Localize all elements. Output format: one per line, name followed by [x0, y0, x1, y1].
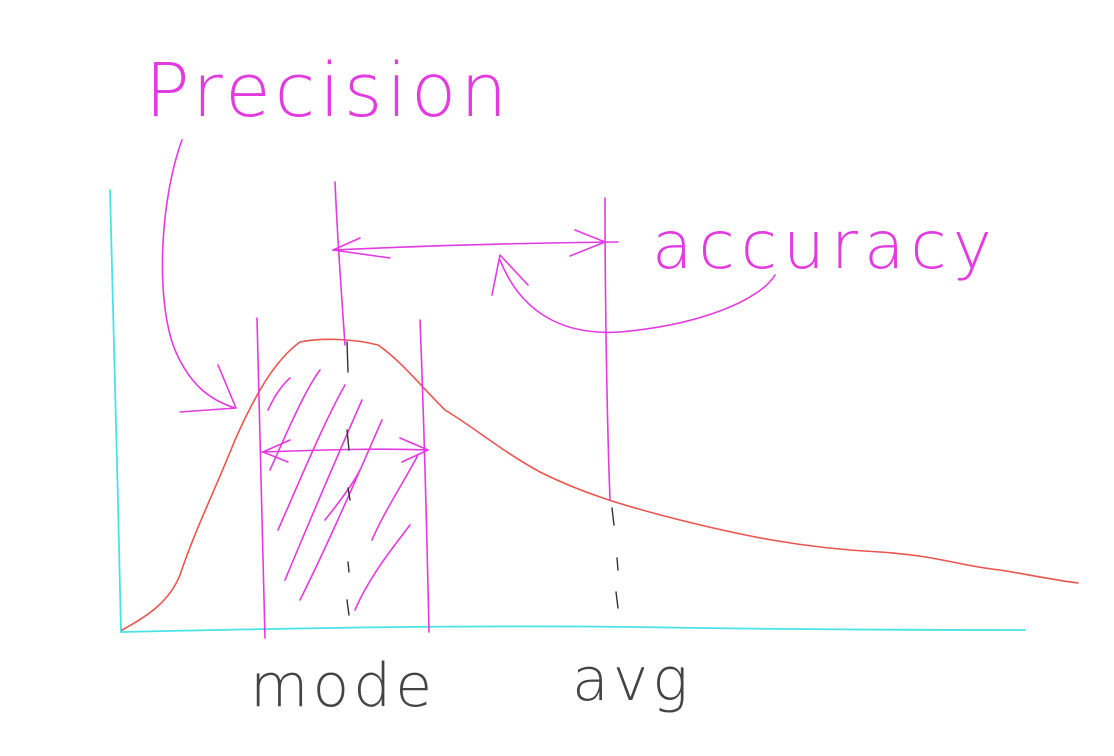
y-axis [109, 189, 122, 633]
mode-dotted-marker [346, 341, 351, 616]
accuracy-arrow [332, 229, 619, 259]
precision-double-arrow [261, 448, 429, 453]
precision-right-boundary [419, 319, 430, 633]
precision-left-boundary [256, 317, 266, 639]
accuracy-pointer [499, 259, 776, 334]
avg-label: avg [572, 645, 692, 715]
precision-label: Precision [145, 48, 511, 134]
avg-dotted-marker [611, 507, 619, 609]
precision-pointer-head [179, 364, 237, 413]
mode-line [334, 181, 346, 346]
accuracy-double-arrow [332, 241, 619, 251]
accuracy-arrowhead-right [569, 229, 606, 257]
axes [109, 189, 1026, 633]
precision-hatching [267, 369, 419, 611]
accuracy-pointer-head [491, 254, 529, 296]
accuracy-label: accuracy [652, 207, 998, 284]
distribution-curve [121, 338, 1079, 631]
precision-pointer [161, 139, 236, 409]
avg-line [604, 197, 611, 501]
precision-arrowhead-right [399, 437, 429, 463]
mode-label: mode [250, 651, 436, 721]
accuracy-arrowhead-left [332, 237, 391, 259]
x-axis [120, 625, 1026, 633]
